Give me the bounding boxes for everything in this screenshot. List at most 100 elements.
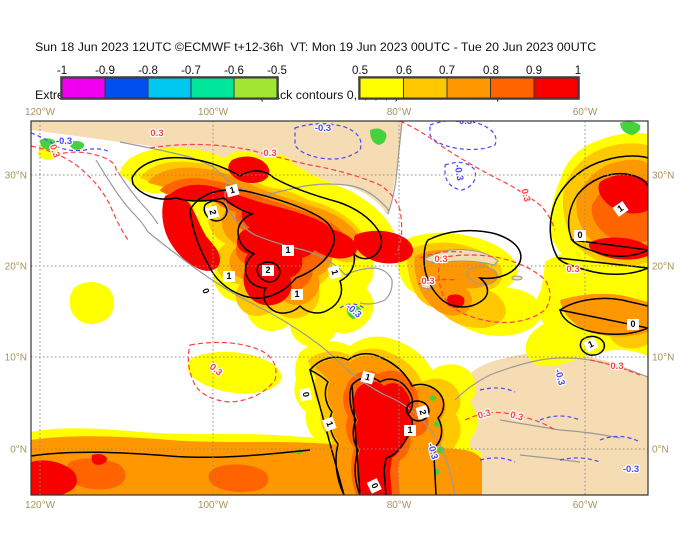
neg-tick-5: -0.5 xyxy=(267,65,287,77)
coast-florida-east xyxy=(387,121,403,215)
coast-baja xyxy=(95,159,149,233)
green-patch-andes-1 xyxy=(430,395,436,401)
sot-contour-antilles-loop xyxy=(579,335,606,356)
map-content: 1 2 1 2 1 1 0 1 0 1 0 1 1 2 1 0 0 xyxy=(31,116,648,495)
pos-tick-5: 1 xyxy=(575,65,581,77)
sot-label: 1 xyxy=(327,265,342,280)
sot-label: 1 xyxy=(583,337,599,353)
land-south-america xyxy=(454,352,648,495)
axis-left-0n: 0°N xyxy=(10,445,27,456)
neg-tick-1: -0.9 xyxy=(95,65,115,77)
efi-yellow-pacific-patch-1 xyxy=(69,282,114,324)
contour-m03-honduras xyxy=(339,303,365,309)
efi-red-veracruz-lobe xyxy=(300,227,357,259)
contour-03-pacific-loop xyxy=(187,341,277,403)
sot-contour-south-band-edge xyxy=(31,449,311,459)
svg-text:0: 0 xyxy=(577,230,582,240)
green-patch-atlantic xyxy=(620,121,641,135)
efi-pos-labels: 0.3 0.3 0.3 0.3 0.3 0.3 0.3 0.3 0.3 0.3 … xyxy=(46,127,625,425)
colorbar-positive: 0.5 0.6 0.7 0.8 0.9 1 xyxy=(352,65,581,100)
sot-label: 0 xyxy=(198,283,213,299)
sot-label: 2 xyxy=(415,405,430,420)
pos-tick-4: 0.9 xyxy=(526,65,542,77)
efi-neg-labels: -0.3 -0.3 -0.3 -0.3 -0.3 -0.3 -0.3 -0.3 xyxy=(55,116,641,476)
sot-label: 1 xyxy=(360,370,375,385)
sot-label: 0 xyxy=(366,478,382,494)
map-frame-border xyxy=(30,120,649,496)
colorbar-negative: -1 -0.9 -0.8 -0.7 -0.6 -0.5 xyxy=(57,65,287,100)
axis-top-80w: 80°W xyxy=(387,107,412,118)
svg-text:0: 0 xyxy=(301,391,312,398)
sot-label: 2 xyxy=(262,265,274,276)
efi-orange-cuba-band xyxy=(414,249,492,316)
efi-neg-label: -0.3 xyxy=(456,116,472,127)
axis-bottom-80w: 80°W xyxy=(387,500,412,511)
contour-03-amazon xyxy=(464,411,556,431)
neg-bar-border xyxy=(60,76,279,100)
sot-contour-cuba-band xyxy=(423,229,522,308)
graticule xyxy=(31,121,648,495)
efi-darkorange-band-patch-1 xyxy=(65,458,126,490)
green-patch-california-1 xyxy=(40,138,57,150)
contour-m03-atlantic-loop-1 xyxy=(429,121,497,151)
efi-red-band-spot xyxy=(91,454,107,465)
efi-red-texas-tongue xyxy=(228,156,270,183)
axis-right-20n: 20°N xyxy=(652,262,674,273)
green-patch-honduras xyxy=(346,305,362,319)
coast-yucatan xyxy=(344,267,393,305)
axis-top-60w: 60°W xyxy=(573,107,598,118)
contour-m03-california xyxy=(31,132,111,153)
contour-03-border xyxy=(149,143,403,256)
svg-text:0: 0 xyxy=(200,287,211,295)
axis-right-0n: 0°N xyxy=(652,445,669,456)
neg-tick-4: -0.6 xyxy=(224,65,244,77)
svg-text:0: 0 xyxy=(630,319,635,329)
efi-red-atlantic-1 xyxy=(598,174,648,214)
sot-contour-colombia-inner xyxy=(349,376,414,495)
contour-m03-atlantic-loop-2 xyxy=(444,161,477,191)
islands xyxy=(420,248,523,290)
efi-negative-contours xyxy=(31,121,641,463)
svg-text:1: 1 xyxy=(407,425,412,435)
sot-label: 1 xyxy=(291,289,303,300)
svg-text:1: 1 xyxy=(294,289,299,299)
axis-left-30n: 30°N xyxy=(5,171,27,182)
sot-contours xyxy=(31,155,648,495)
green-patch-california-2 xyxy=(69,140,85,150)
svg-text:1: 1 xyxy=(615,203,625,214)
svg-text:1: 1 xyxy=(229,185,236,196)
svg-text:0: 0 xyxy=(369,481,380,490)
sot-contour-atlantic-inner xyxy=(567,172,648,257)
coast-us-gulf xyxy=(227,179,390,215)
coast-gulf-california xyxy=(117,171,159,225)
pos-bar-border xyxy=(358,76,580,100)
title-line-1: Sun 18 Jun 2023 12UTC ©ECMWF t+12-36h VT… xyxy=(35,40,597,54)
pos-cell-09 xyxy=(533,77,579,99)
sot-label: 0 xyxy=(627,319,639,330)
efi-pos-label: 0.3 xyxy=(509,410,525,424)
pos-cell-08 xyxy=(490,77,535,99)
contour-03-guyana xyxy=(589,359,641,376)
neg-cell-m07 xyxy=(190,77,235,99)
efi-red-corner xyxy=(31,460,77,495)
coast-central-america xyxy=(344,367,456,495)
sot-contour-2-loop-a xyxy=(203,200,228,222)
svg-text:2: 2 xyxy=(207,209,218,216)
neg-cell-m06 xyxy=(233,77,278,99)
river-amazon-2 xyxy=(519,454,581,463)
efi-positive-contours xyxy=(31,121,641,431)
efi-orange-antilles-tongue xyxy=(560,293,648,337)
coastlines xyxy=(95,121,648,495)
efi-pos-label: 0.3 xyxy=(566,264,579,275)
svg-text:1: 1 xyxy=(364,372,371,383)
sot-contour-mexico-inner xyxy=(189,189,336,299)
efi-red-campeche-lobe xyxy=(354,230,414,264)
sot-contour-labels: 1 2 1 2 1 1 0 1 0 1 0 1 1 2 1 0 0 xyxy=(198,183,639,494)
river-amazon-1 xyxy=(499,419,621,439)
neg-tick-2: -0.8 xyxy=(138,65,158,77)
efi-pos-label: 0.3 xyxy=(421,276,434,287)
sot-label: 1 xyxy=(404,425,416,436)
svg-text:1: 1 xyxy=(285,245,290,255)
pos-cell-06 xyxy=(403,77,448,99)
